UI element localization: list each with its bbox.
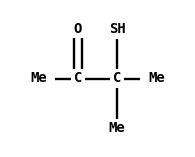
Text: Me: Me [148,71,165,86]
Text: C: C [74,71,82,86]
Text: O: O [74,22,82,36]
Text: SH: SH [109,22,126,36]
Text: Me: Me [109,121,126,135]
Text: Me: Me [30,71,47,86]
Text: C: C [113,71,121,86]
